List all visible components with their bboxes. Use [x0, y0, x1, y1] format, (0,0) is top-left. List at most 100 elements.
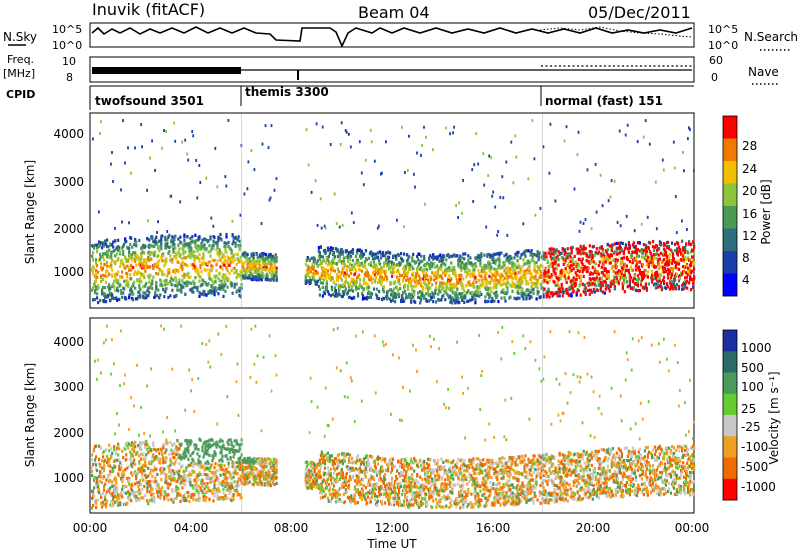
power-echo-cell: [160, 238, 162, 241]
power-echo-cell: [507, 267, 509, 270]
power-echo-cell: [403, 276, 405, 279]
nave-label: Nave: [748, 65, 779, 79]
power-echo-cell: [119, 265, 121, 268]
power-echo-cell: [222, 295, 224, 298]
power-echo-cell: [189, 288, 191, 291]
power-scatter-cell: [583, 222, 585, 225]
power-scatter-cell: [488, 155, 490, 158]
power-scatter-cell: [534, 157, 536, 160]
power-echo-cell: [639, 260, 641, 263]
power-echo-cell: [467, 259, 469, 262]
velocity-echo-cell: [149, 472, 151, 475]
power-echo-cell: [412, 253, 414, 256]
power-scatter-cell: [619, 130, 621, 133]
velocity-echo-cell: [131, 448, 133, 451]
power-echo-cell: [401, 274, 403, 277]
velocity-echo-cell: [138, 454, 140, 457]
power-scatter-cell: [580, 221, 582, 224]
power-scatter-cell: [555, 200, 557, 203]
power-echo-cell: [635, 289, 637, 292]
power-echo-cell: [427, 279, 429, 282]
power-echo-cell: [122, 291, 124, 294]
velocity-echo-cell: [120, 477, 122, 480]
power-echo-cell: [396, 263, 398, 266]
power-echo-cell: [166, 242, 168, 245]
power-echo-cell: [356, 281, 358, 284]
power-echo-cell: [593, 260, 595, 263]
power-echo-cell: [395, 296, 397, 299]
power-echo-cell: [366, 258, 368, 261]
power-echo-cell: [602, 290, 604, 293]
power-echo-cell: [207, 250, 209, 253]
power-echo-cell: [490, 266, 492, 269]
power-echo-cell: [95, 279, 97, 282]
power-echo-cell: [185, 273, 187, 276]
velocity-echo-cell: [188, 500, 190, 503]
power-echo-cell: [265, 262, 267, 265]
power-echo-cell: [202, 279, 204, 282]
power-echo-cell: [614, 250, 616, 253]
power-echo-cell: [104, 263, 106, 266]
power-echo-cell: [676, 283, 678, 286]
power-echo-cell: [493, 279, 495, 282]
power-scatter-cell: [485, 226, 487, 229]
velocity-echo-cell: [155, 468, 157, 471]
power-echo-cell: [574, 255, 576, 258]
velocity-echo-cell: [109, 487, 111, 490]
power-echo-cell: [208, 269, 210, 272]
power-echo-cell: [169, 254, 171, 257]
power-echo-cell: [639, 241, 641, 244]
power-echo-cell: [363, 287, 365, 290]
velocity-echo-cell: [98, 488, 100, 491]
power-echo-cell: [177, 238, 179, 241]
power-echo-cell: [657, 280, 659, 283]
power-scatter-cell: [617, 221, 619, 224]
power-echo-cell: [178, 281, 180, 284]
power-echo-cell: [328, 293, 330, 296]
power-echo-cell: [131, 246, 133, 249]
velocity-echo-cell: [121, 495, 123, 498]
velocity-echo-cell: [110, 447, 112, 450]
power-scatter-cell: [425, 136, 427, 139]
power-echo-cell: [126, 272, 128, 275]
power-echo-cell: [332, 247, 334, 250]
power-echo-cell: [161, 284, 163, 287]
power-echo-cell: [690, 261, 692, 264]
power-echo-cell: [106, 270, 108, 273]
power-echo-cell: [175, 253, 177, 256]
power-echo-cell: [483, 254, 485, 257]
velocity-echo-cell: [157, 495, 159, 498]
velocity-echo-cell: [94, 476, 96, 479]
power-echo-cell: [548, 252, 550, 255]
power-echo-cell: [175, 257, 177, 260]
velocity-echo-cell: [141, 475, 143, 478]
power-echo-cell: [349, 296, 351, 299]
velocity-echo-cell: [132, 462, 134, 465]
power-echo-cell: [601, 277, 603, 280]
velocity-scatter-cell: [163, 328, 165, 331]
power-echo-cell: [583, 252, 585, 255]
velocity-echo-cell: [192, 487, 194, 490]
velocity-echo-cell: [178, 447, 180, 450]
power-echo-cell: [517, 251, 519, 254]
power-echo-cell: [100, 262, 102, 265]
power-echo-cell: [337, 279, 339, 282]
power-echo-cell: [619, 251, 621, 254]
velocity-scatter-layer: [91, 319, 695, 512]
power-echo-cell: [492, 253, 494, 256]
power-echo-cell: [166, 274, 168, 277]
power-echo-cell: [347, 281, 349, 284]
power-echo-cell: [122, 253, 124, 256]
power-echo-cell: [581, 267, 583, 270]
power-scatter-cell: [647, 216, 649, 219]
velocity-echo-cell: [91, 470, 93, 473]
velocity-echo-cell: [151, 475, 153, 478]
velocity-echo-cell: [141, 488, 143, 491]
power-echo-cell: [179, 255, 181, 258]
power-echo-cell: [125, 284, 127, 287]
power-echo-cell: [435, 300, 437, 303]
power-echo-cell: [453, 266, 455, 269]
velocity-echo-cell: [170, 498, 172, 501]
power-echo-cell: [309, 258, 311, 261]
power-echo-cell: [134, 251, 136, 254]
